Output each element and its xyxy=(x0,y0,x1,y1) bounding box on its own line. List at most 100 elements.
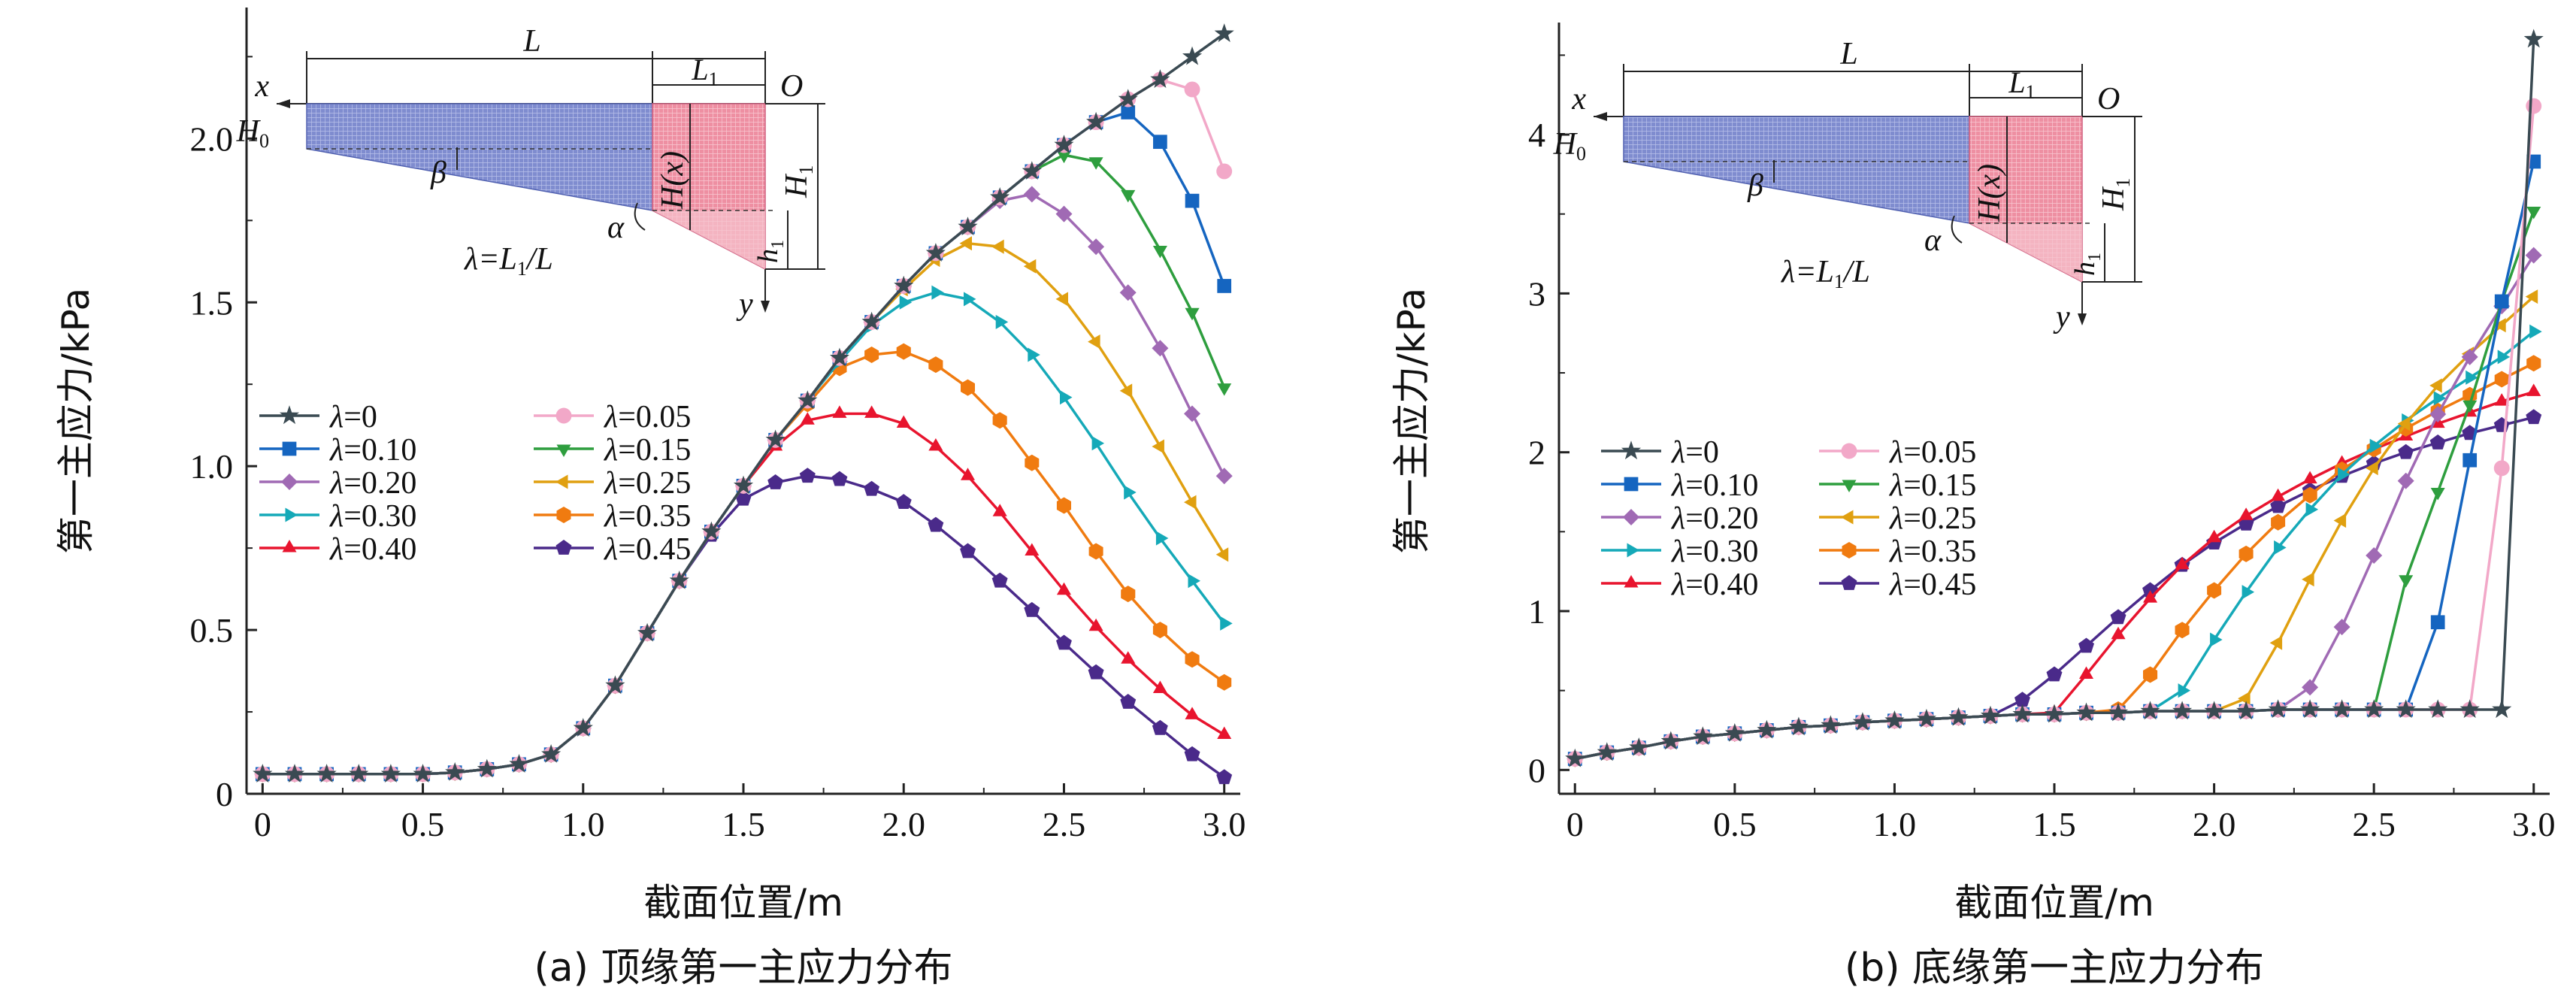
legend-label: λ=0.30 xyxy=(328,499,416,534)
data-point xyxy=(2523,29,2544,48)
alpha-arc xyxy=(634,202,646,231)
data-point xyxy=(2207,529,2222,543)
data-point xyxy=(1121,189,1136,203)
data-point xyxy=(798,390,818,410)
data-point xyxy=(1217,674,1232,691)
legend-marker xyxy=(555,540,572,555)
data-point xyxy=(2364,699,2384,719)
y-axis-title-b: 第一主应力/kPa xyxy=(1390,288,1433,554)
data-point xyxy=(2300,699,2320,719)
data-point xyxy=(1028,347,1040,362)
data-point xyxy=(2302,679,2319,696)
data-point xyxy=(1025,454,1040,471)
data-point xyxy=(253,764,273,783)
inset-label-y: y xyxy=(2053,300,2070,335)
data-point xyxy=(2429,378,2442,393)
data-point xyxy=(1150,69,1170,88)
data-point xyxy=(2076,702,2096,722)
x-tick-label: 0.5 xyxy=(1713,805,1757,843)
haunch-tip xyxy=(652,210,765,269)
panel-a: 第一主应力/kPa 0 0.5 1.0 1.5 2.0 0 0.5 1.0 1.5 2.0 2.5… xyxy=(54,8,1246,991)
data-point xyxy=(799,468,816,483)
data-point xyxy=(284,764,304,783)
data-point xyxy=(1088,664,1104,680)
data-point xyxy=(991,239,1004,254)
data-point xyxy=(1023,186,1040,203)
data-point xyxy=(2526,383,2541,396)
y-tick-label: 1 xyxy=(1528,592,1545,631)
x-tick-label: 1.5 xyxy=(2033,805,2076,843)
beam-region xyxy=(1623,116,1970,224)
data-point xyxy=(1088,238,1105,256)
data-point xyxy=(928,516,944,532)
data-point xyxy=(2494,371,2509,388)
data-point xyxy=(1024,601,1040,617)
y-tick-label: 0.5 xyxy=(190,611,234,649)
legend-label: λ=0.25 xyxy=(1888,501,1976,536)
data-point xyxy=(413,764,433,783)
data-point xyxy=(2462,400,2478,413)
arrow-head xyxy=(761,301,770,313)
data-point xyxy=(2207,582,2222,599)
data-point xyxy=(2108,702,2129,722)
data-point xyxy=(701,521,722,540)
y-tick-label: 0 xyxy=(1528,751,1545,789)
data-point xyxy=(925,243,946,262)
data-point xyxy=(541,744,562,763)
legend-marker xyxy=(1841,575,1857,590)
legend-item-0.45: λ=0.45 xyxy=(1819,568,1976,602)
data-point xyxy=(2459,699,2480,719)
data-point xyxy=(1693,726,1713,746)
legend-item-0.35: λ=0.35 xyxy=(1819,534,1976,569)
legend-a: λ=0 λ=0.05λ=0.10 λ=0.15λ=0.20 λ=0.25λ=0.30 λ… xyxy=(259,400,691,567)
data-point xyxy=(992,412,1007,429)
data-point xyxy=(899,295,913,310)
inset-label-alpha: α xyxy=(1924,223,1942,258)
legend-item-0.25: λ=0.25 xyxy=(1819,501,1976,536)
data-point xyxy=(2302,572,2314,587)
inset-label-H1: H1 xyxy=(2096,178,2134,211)
inset-label-x: x xyxy=(254,69,269,104)
data-point xyxy=(669,571,689,589)
data-point xyxy=(1088,618,1103,631)
data-point xyxy=(509,754,529,773)
legend-item-0.10: λ=0.10 xyxy=(259,433,416,468)
beam-region xyxy=(306,103,653,211)
data-point xyxy=(1182,46,1203,65)
data-point xyxy=(1214,23,1234,42)
data-point xyxy=(2044,704,2065,723)
data-point xyxy=(1565,748,1585,767)
legend-marker xyxy=(1627,543,1639,558)
data-point xyxy=(864,405,879,418)
data-point xyxy=(2270,498,2287,513)
data-point xyxy=(1184,495,1197,510)
data-point xyxy=(2140,701,2160,720)
data-point xyxy=(1155,531,1169,546)
data-point xyxy=(2526,98,2542,114)
data-point xyxy=(2428,699,2448,719)
legend-label: λ=0.05 xyxy=(1888,435,1976,470)
data-point xyxy=(1056,150,1071,164)
legend-item-0.45: λ=0.45 xyxy=(534,532,691,567)
alpha-arc xyxy=(1951,215,1963,244)
x-tick-label: 1.0 xyxy=(1873,805,1917,843)
legend-marker xyxy=(279,405,300,425)
data-point xyxy=(1086,111,1106,131)
data-point xyxy=(2236,701,2257,720)
arrow-head xyxy=(2078,313,2087,325)
data-point xyxy=(2429,434,2446,450)
inset-label-Hx: H(x) xyxy=(655,151,690,210)
legend-item-0.30: λ=0.30 xyxy=(259,499,416,534)
data-point xyxy=(995,314,1009,329)
data-point xyxy=(861,311,882,331)
legend-label: λ=0.40 xyxy=(1670,568,1758,602)
x-tick-label: 1.5 xyxy=(722,805,765,843)
data-point xyxy=(1184,405,1200,422)
legend-marker xyxy=(1623,509,1639,525)
series-group-b xyxy=(1565,29,2544,767)
data-point xyxy=(1056,497,1071,514)
data-point xyxy=(1184,81,1200,98)
data-point xyxy=(1597,742,1617,761)
haunch-tip xyxy=(1969,223,2082,282)
x-tick-label: 3.0 xyxy=(2512,805,2556,843)
